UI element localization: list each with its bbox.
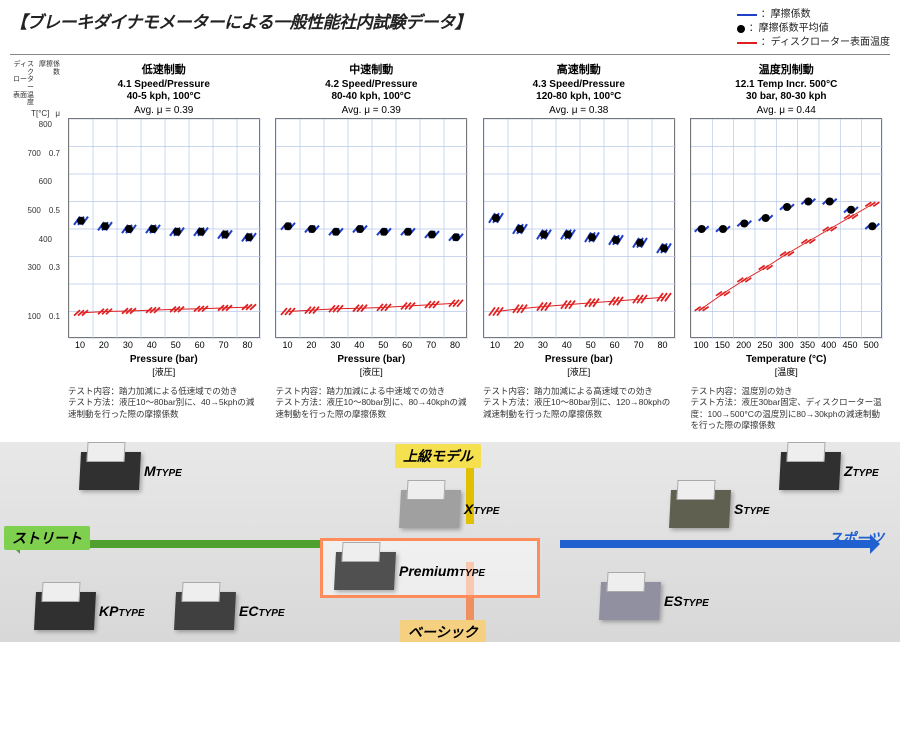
main-title: 【ブレーキダイナモメーターによる一般性能社内試験データ】 bbox=[10, 8, 471, 33]
chart-avg: Avg. μ = 0.38 bbox=[479, 105, 679, 116]
chart-title: 温度別制動 bbox=[687, 61, 887, 77]
y-tick: 7000.7 bbox=[10, 149, 60, 158]
chart-sub2: 80-40 kph, 100°C bbox=[272, 91, 472, 103]
legend-temp-swatch bbox=[737, 42, 757, 44]
chart-title: 高速制動 bbox=[479, 61, 679, 77]
chart-desc: テスト内容：温度別の効き テスト方法：液圧30bar固定、ディスクローター温度：… bbox=[687, 386, 887, 432]
product-premium: PremiumTYPE bbox=[335, 552, 485, 590]
product-box-icon bbox=[34, 592, 96, 630]
x-label: Pressure (bar) bbox=[64, 354, 264, 365]
axis-bottom: ベーシック bbox=[400, 620, 486, 642]
chart-sub1: 4.3 Speed/Pressure bbox=[479, 79, 679, 91]
axis-right: スポーツ bbox=[820, 526, 892, 550]
product-ec: ECTYPE bbox=[175, 592, 285, 630]
product-box-icon bbox=[599, 582, 661, 620]
chart-desc: テスト内容：踏力加減による低速域での効き テスト方法：液圧10～80bar別に、… bbox=[64, 386, 264, 420]
x-ticks: 100150200250300350400450500 bbox=[687, 340, 887, 350]
chart-sub2: 120-80 kph, 100°C bbox=[479, 91, 679, 103]
legend-mu-swatch bbox=[737, 14, 757, 16]
y-tick: 1000.1 bbox=[10, 312, 60, 321]
chart-sub1: 4.2 Speed/Pressure bbox=[272, 79, 472, 91]
legend-mu-avg-swatch bbox=[737, 25, 745, 33]
chart-col: 高速制動 4.3 Speed/Pressure120-80 kph, 100°C A… bbox=[475, 61, 683, 432]
product-box-icon bbox=[779, 452, 841, 490]
chart-sub2: 30 bar, 80-30 kph bbox=[687, 91, 887, 103]
chart-avg: Avg. μ = 0.44 bbox=[687, 105, 887, 116]
y-tick: 3000.3 bbox=[10, 263, 60, 272]
product-box-icon bbox=[669, 490, 731, 528]
chart-desc: テスト内容：踏力加減による中速域での効き テスト方法：液圧10～80bar別に、… bbox=[272, 386, 472, 420]
chart-plot bbox=[68, 118, 260, 338]
product-m: MTYPE bbox=[80, 452, 182, 490]
y-unit-left: T[°C] bbox=[31, 109, 49, 118]
x-sublabel: [液圧] bbox=[64, 365, 264, 378]
chart-plot bbox=[690, 118, 882, 338]
y-header-right: 摩擦係数 bbox=[36, 61, 60, 107]
legend-temp-label: ：ディスクローター表面温度 bbox=[761, 36, 890, 50]
chart-sub2: 40-5 kph, 100°C bbox=[64, 91, 264, 103]
x-sublabel: [液圧] bbox=[272, 365, 472, 378]
chart-title: 低速制動 bbox=[64, 61, 264, 77]
product-box-icon bbox=[334, 552, 396, 590]
legend: ：摩擦係数 ：摩擦係数平均値 ：ディスクローター表面温度 bbox=[737, 8, 890, 50]
y-tick: 800 bbox=[10, 120, 60, 129]
product-label: PremiumTYPE bbox=[399, 563, 485, 579]
x-label: Pressure (bar) bbox=[272, 354, 472, 365]
chart-sub1: 4.1 Speed/Pressure bbox=[64, 79, 264, 91]
legend-mu-avg: ：摩擦係数平均値 bbox=[737, 22, 890, 36]
product-label: STYPE bbox=[734, 501, 769, 517]
product-label: MTYPE bbox=[144, 463, 182, 479]
x-ticks: 1020304050607080 bbox=[64, 340, 264, 350]
product-label: KPTYPE bbox=[99, 603, 145, 619]
product-label: ZTYPE bbox=[844, 463, 879, 479]
product-box-icon bbox=[174, 592, 236, 630]
y-header-left: ディスク ローター 表面温度 bbox=[10, 61, 34, 107]
product-z: ZTYPE bbox=[780, 452, 879, 490]
title-bar: 【ブレーキダイナモメーターによる一般性能社内試験データ】 ：摩擦係数 ：摩擦係数… bbox=[10, 8, 890, 55]
product-es: ESTYPE bbox=[600, 582, 709, 620]
product-x: XTYPE bbox=[400, 490, 499, 528]
x-label: Temperature (°C) bbox=[687, 354, 887, 365]
product-kp: KPTYPE bbox=[35, 592, 145, 630]
chart-desc: テスト内容：踏力加減による高速域での効き テスト方法：液圧10～80bar別に、… bbox=[479, 386, 679, 420]
chart-sub1: 12.1 Temp Incr. 500°C bbox=[687, 79, 887, 91]
chart-section: 【ブレーキダイナモメーターによる一般性能社内試験データ】 ：摩擦係数 ：摩擦係数… bbox=[0, 0, 900, 442]
legend-mu-avg-label: ：摩擦係数平均値 bbox=[749, 22, 829, 36]
chart-title: 中速制動 bbox=[272, 61, 472, 77]
charts-row: ディスク ローター 表面温度 摩擦係数 T[°C] μ 8007000.7600… bbox=[10, 61, 890, 432]
chart-col: 温度別制動 12.1 Temp Incr. 500°C30 bar, 80-30 … bbox=[683, 61, 891, 432]
legend-mu-label: ：摩擦係数 bbox=[761, 8, 811, 22]
x-ticks: 1020304050607080 bbox=[272, 340, 472, 350]
chart-avg: Avg. μ = 0.39 bbox=[64, 105, 264, 116]
chart-col: 低速制動 4.1 Speed/Pressure40-5 kph, 100°C Avg… bbox=[60, 61, 268, 432]
legend-temp: ：ディスクローター表面温度 bbox=[737, 36, 890, 50]
x-label: Pressure (bar) bbox=[479, 354, 679, 365]
product-s: STYPE bbox=[670, 490, 769, 528]
product-label: ESTYPE bbox=[664, 593, 709, 609]
chart-plot bbox=[275, 118, 467, 338]
product-box-icon bbox=[399, 490, 461, 528]
y-tick: 5000.5 bbox=[10, 206, 60, 215]
y-tick: 600 bbox=[10, 177, 60, 186]
product-box-icon bbox=[79, 452, 141, 490]
product-map: 上級モデルストリート スポーツベーシック PremiumTYPE MTYPE XTYPE… bbox=[0, 442, 900, 642]
x-sublabel: [液圧] bbox=[479, 365, 679, 378]
y-tick: 400 bbox=[10, 235, 60, 244]
x-sublabel: [温度] bbox=[687, 365, 887, 378]
axis-left: ストリート bbox=[4, 526, 90, 550]
chart-avg: Avg. μ = 0.39 bbox=[272, 105, 472, 116]
y-ticks: 800 7000.7 600 5000.5 400 3000.3 1000.1 bbox=[10, 120, 60, 340]
axis-top: 上級モデル bbox=[395, 444, 481, 468]
chart-col: 中速制動 4.2 Speed/Pressure80-40 kph, 100°C Av… bbox=[268, 61, 476, 432]
y-axis-labels: ディスク ローター 表面温度 摩擦係数 T[°C] μ 8007000.7600… bbox=[10, 61, 60, 432]
product-label: XTYPE bbox=[464, 501, 499, 517]
chart-plot bbox=[483, 118, 675, 338]
legend-mu: ：摩擦係数 bbox=[737, 8, 890, 22]
x-ticks: 1020304050607080 bbox=[479, 340, 679, 350]
product-label: ECTYPE bbox=[239, 603, 285, 619]
